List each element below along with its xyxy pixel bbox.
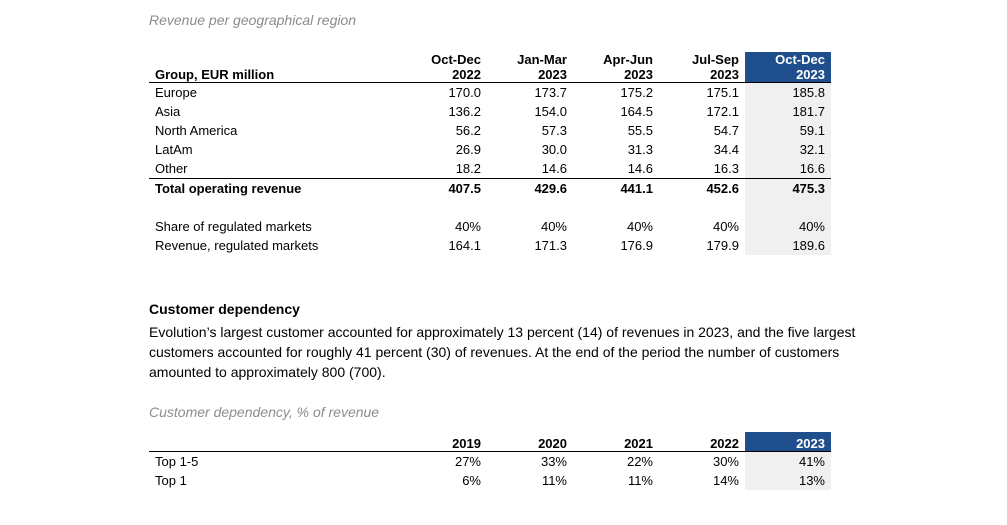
- row-label: North America: [155, 123, 238, 138]
- cell-value: 154.0: [534, 104, 567, 119]
- row-label: Asia: [155, 104, 181, 119]
- cell-value: 6%: [462, 473, 481, 488]
- cell-value: 13%: [745, 471, 831, 490]
- total-label: Total operating revenue: [149, 178, 399, 198]
- table-row: Top 1-5 27% 33% 22% 30% 41%: [149, 451, 831, 471]
- column-header-highlighted: 2023: [745, 432, 831, 452]
- cell-value: 31.3: [627, 142, 653, 157]
- cell-value: 176.9: [620, 238, 653, 253]
- cell-value: 57.3: [541, 123, 567, 138]
- cell-value: 33%: [540, 454, 567, 469]
- column-header: Oct-Dec 2022: [399, 52, 487, 83]
- cell-value: 175.2: [620, 85, 653, 100]
- total-value: 407.5: [399, 178, 487, 198]
- cell-value: 170.0: [448, 85, 481, 100]
- cell-value: 175.1: [706, 85, 739, 100]
- body-paragraph: Evolution’s largest customer accounted f…: [149, 324, 856, 380]
- cell-value: 14.6: [627, 161, 653, 176]
- spacer-row: [149, 198, 831, 217]
- column-header: Apr-Jun 2023: [573, 52, 659, 83]
- column-header-highlighted: Oct-Dec 2023: [745, 52, 831, 83]
- column-header: 2019: [399, 432, 487, 452]
- cell-value: 40%: [540, 219, 567, 234]
- row-label: Europe: [155, 85, 197, 100]
- cell-value: 26.9: [455, 142, 481, 157]
- table-row: North America 56.2 57.3 55.5 54.7 59.1: [149, 121, 831, 140]
- cell-value: 30.0: [541, 142, 567, 157]
- revenue-table-caption: Revenue per geographical region: [149, 12, 357, 28]
- cell-value: 172.1: [706, 104, 739, 119]
- cell-value: 27%: [454, 454, 481, 469]
- column-header: Jan-Mar 2023: [487, 52, 573, 83]
- cell-value: 55.5: [627, 123, 653, 138]
- row-label: Revenue, regulated markets: [155, 238, 319, 253]
- cell-value: 136.2: [448, 104, 481, 119]
- table-row: Other 18.2 14.6 14.6 16.3 16.6: [149, 159, 831, 179]
- customer-table-caption: Customer dependency, % of revenue: [149, 404, 380, 420]
- table-row: Europe 170.0 173.7 175.2 175.1 185.8: [149, 82, 831, 102]
- customer-dependency-table: 2019 2020 2021 2022 2023 Top 1-5 27% 33%…: [149, 432, 831, 490]
- cell-value: 40%: [745, 217, 831, 236]
- table-row: Share of regulated markets 40% 40% 40% 4…: [149, 217, 831, 236]
- cell-value: 32.1: [745, 140, 831, 159]
- cell-value: 11%: [627, 473, 653, 488]
- cell-value: 14%: [712, 473, 739, 488]
- column-header: Jul-Sep 2023: [659, 52, 745, 83]
- column-header: 2021: [573, 432, 659, 452]
- total-value: 429.6: [487, 178, 573, 198]
- cell-value: 181.7: [745, 102, 831, 121]
- row-label: Other: [155, 161, 188, 176]
- row-label: LatAm: [155, 142, 193, 157]
- cell-value: 171.3: [534, 238, 567, 253]
- cell-value: 185.8: [745, 82, 831, 102]
- cell-value: 164.5: [620, 104, 653, 119]
- row-label: Top 1: [155, 473, 187, 488]
- cell-value: 40%: [454, 219, 481, 234]
- table-row: Top 1 6% 11% 11% 14% 13%: [149, 471, 831, 490]
- column-header: 2022: [659, 432, 745, 452]
- section-title: Customer dependency: [149, 301, 300, 317]
- header-label-empty: [149, 432, 399, 452]
- cell-value: 40%: [626, 219, 653, 234]
- cell-value: 179.9: [706, 238, 739, 253]
- total-value: 452.6: [659, 178, 745, 198]
- cell-value: 164.1: [448, 238, 481, 253]
- row-label: Share of regulated markets: [155, 219, 312, 234]
- row-label: Top 1-5: [155, 454, 199, 469]
- total-value: 441.1: [573, 178, 659, 198]
- cell-value: 14.6: [541, 161, 567, 176]
- cell-value: 22%: [626, 454, 653, 469]
- cell-value: 11%: [541, 473, 567, 488]
- total-value: 475.3: [745, 178, 831, 198]
- customer-header-row: 2019 2020 2021 2022 2023: [149, 432, 831, 452]
- cell-value: 59.1: [745, 121, 831, 140]
- cell-value: 173.7: [534, 85, 567, 100]
- cell-value: 16.3: [713, 161, 739, 176]
- cell-value: 56.2: [455, 123, 481, 138]
- cell-value: 16.6: [745, 159, 831, 179]
- cell-value: 54.7: [713, 123, 739, 138]
- revenue-header-row: Group, EUR million Oct-Dec 2022 Jan-Mar 20…: [149, 52, 831, 83]
- revenue-region-table: Group, EUR million Oct-Dec 2022 Jan-Mar 20…: [149, 52, 831, 255]
- cell-value: 18.2: [455, 161, 481, 176]
- cell-value: 30%: [712, 454, 739, 469]
- cell-value: 41%: [745, 451, 831, 471]
- column-header: 2020: [487, 432, 573, 452]
- table-row: Revenue, regulated markets 164.1 171.3 1…: [149, 236, 831, 255]
- table-row: Asia 136.2 154.0 164.5 172.1 181.7: [149, 102, 831, 121]
- cell-value: 189.6: [745, 236, 831, 255]
- cell-value: 40%: [712, 219, 739, 234]
- header-label: Group, EUR million: [149, 52, 399, 83]
- total-row: Total operating revenue 407.5 429.6 441.…: [149, 178, 831, 198]
- table-row: LatAm 26.9 30.0 31.3 34.4 32.1: [149, 140, 831, 159]
- cell-value: 34.4: [713, 142, 739, 157]
